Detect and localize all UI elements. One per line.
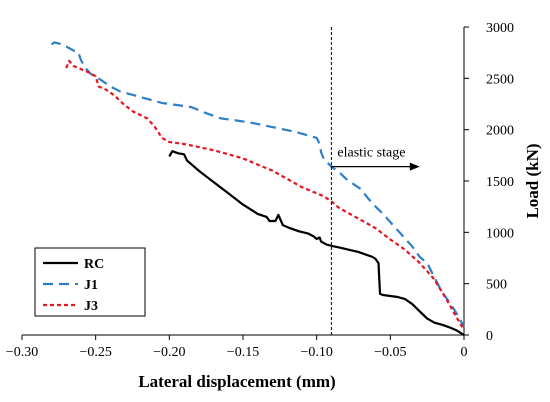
y-tick-label: 1500	[486, 175, 514, 190]
x-tick-label: −0.05	[374, 345, 406, 360]
annotation-layer: elastic stage	[330, 27, 420, 335]
series-line-j1	[50, 41, 465, 328]
x-tick-label: 0	[461, 345, 468, 360]
legend-box	[34, 247, 146, 317]
y-tick-label: 2000	[486, 124, 514, 139]
legend-label-j1: J1	[84, 278, 98, 293]
legend: RC J1 J3	[34, 247, 146, 317]
series-line-rc	[168, 150, 465, 336]
series-layer	[50, 41, 465, 336]
elastic-stage-label: elastic stage	[337, 146, 405, 161]
y-tick-label: 1000	[486, 226, 514, 241]
y-ticks: 0 500 1000 1500 2000 2500 3000	[464, 21, 514, 344]
y-tick-label: 2500	[486, 72, 514, 87]
legend-label-rc: RC	[84, 257, 104, 272]
legend-label-j3: J3	[84, 299, 98, 314]
arrow-head-icon	[409, 162, 420, 171]
series-line-j3	[65, 59, 465, 331]
x-tick-label: −0.15	[227, 345, 259, 360]
y-axis-title: Load (kN)	[523, 143, 542, 218]
x-tick-label: −0.20	[153, 345, 185, 360]
x-tick-label: −0.25	[79, 345, 111, 360]
x-tick-label: −0.10	[300, 345, 332, 360]
x-tick-label: −0.30	[6, 345, 38, 360]
plot-area: −0.30 −0.25 −0.20 −0.15 −0.10 −0.05 0 0 500 1000…	[6, 21, 514, 360]
x-axis-title: Lateral displacement (mm)	[138, 372, 335, 391]
y-tick-label: 0	[486, 329, 493, 344]
x-ticks: −0.30 −0.25 −0.20 −0.15 −0.10 −0.05 0	[6, 335, 468, 360]
y-tick-label: 500	[486, 278, 507, 293]
y-tick-label: 3000	[486, 21, 514, 36]
